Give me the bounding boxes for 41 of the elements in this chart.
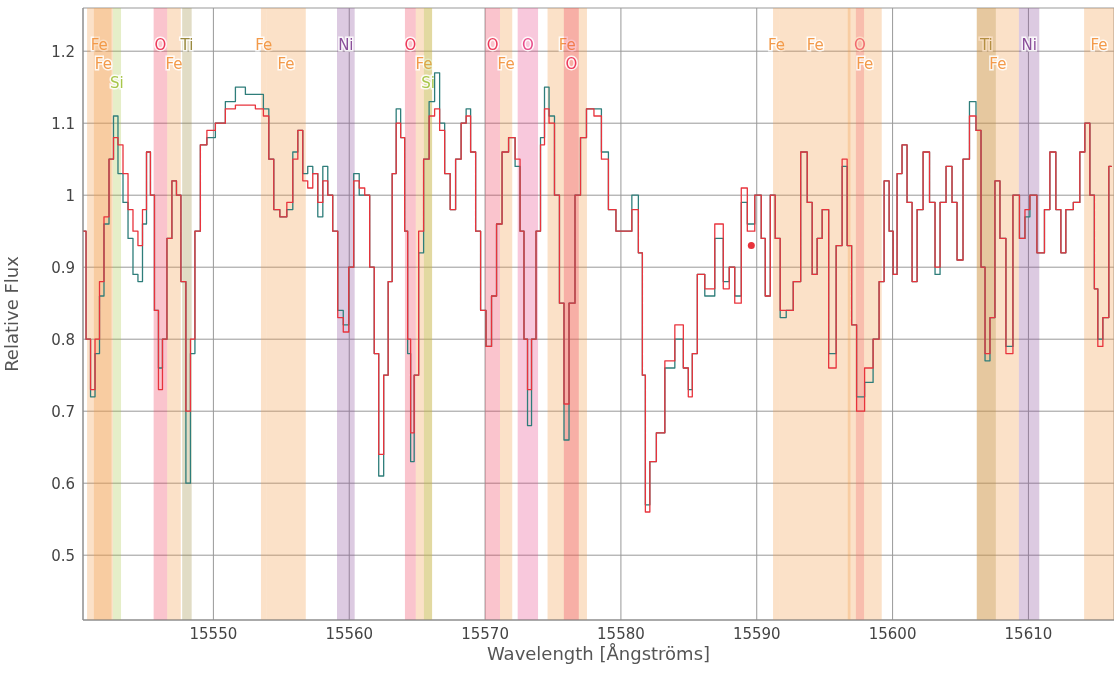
x-tick-label: 15570 [461, 624, 509, 643]
band-label: Ni [338, 36, 354, 54]
band-label: Fe [1090, 36, 1108, 54]
y-tick-label: 0.5 [51, 546, 75, 565]
band-label: Fe [90, 36, 108, 54]
band-label: Fe [497, 55, 515, 73]
y-tick-label: 0.9 [51, 258, 75, 277]
band-label: Si [110, 74, 124, 92]
band-label: O [521, 36, 534, 54]
y-tick-label: 1.1 [51, 114, 75, 133]
x-tick-label: 15590 [732, 624, 781, 643]
y-tick-label: 1 [65, 186, 75, 205]
x-tick-label: 15580 [597, 624, 645, 643]
band-label: Ti [179, 36, 194, 54]
band-label: Fe [277, 55, 295, 73]
x-tick-label: 15610 [1004, 624, 1053, 643]
band-label: Ni [1021, 36, 1037, 54]
band-label: O [854, 36, 866, 54]
band-label: Fe [415, 55, 433, 73]
band-label: Ti [978, 36, 993, 54]
band-label: O [486, 36, 499, 54]
y-tick-label: 0.6 [51, 474, 75, 493]
band-label: O [154, 36, 167, 54]
band-label: Fe [989, 55, 1007, 73]
band-label: Fe [767, 36, 785, 54]
band-label: Fe [806, 36, 824, 54]
band-label: Fe [856, 55, 874, 73]
x-tick-label: 15560 [325, 624, 374, 643]
y-tick-label: 1.2 [51, 42, 75, 61]
band-label: Fe [558, 36, 576, 54]
band-label: O [565, 55, 578, 73]
y-tick-label: 0.8 [51, 330, 75, 349]
band-label: O [404, 36, 417, 54]
x-axis-title: Wavelength [Ångströms] [486, 643, 711, 664]
x-tick-label: 15600 [868, 624, 917, 643]
x-tick-label: 15550 [189, 624, 238, 643]
band-label: Fe [94, 55, 112, 73]
y-axis-title: Relative Flux [1, 255, 23, 372]
band-label: Fe [255, 36, 273, 54]
y-tick-label: 0.7 [51, 402, 75, 421]
band-label: Fe [165, 55, 183, 73]
